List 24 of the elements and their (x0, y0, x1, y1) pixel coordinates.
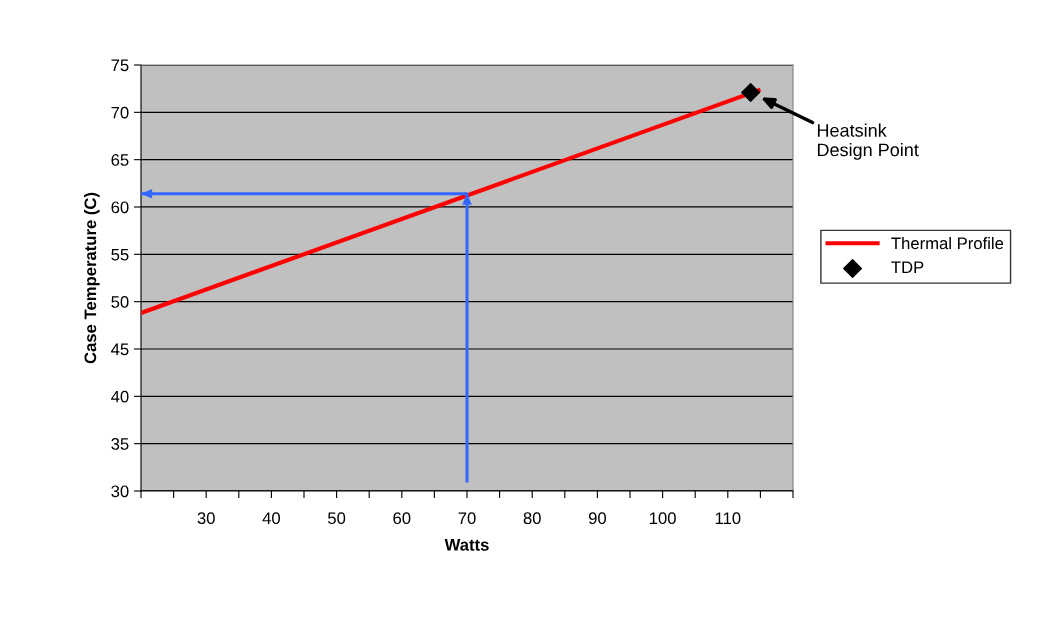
y-tick-label: 65 (111, 154, 129, 166)
y-tick-label: 35 (111, 438, 129, 450)
y-tick-label: 60 (111, 201, 129, 214)
x-axis-title: Watts (444, 539, 489, 551)
legend-label: TDP (891, 261, 924, 273)
y-tick-label: 45 (111, 343, 129, 356)
legend-label: Thermal Profile (891, 237, 1004, 250)
y-axis-title: Case Temperature (C) (84, 192, 100, 364)
x-tick-label: 70 (458, 512, 476, 525)
y-tick-label: 75 (111, 59, 129, 72)
y-tick-label: 40 (111, 390, 129, 403)
y-tick-label: 50 (111, 296, 129, 308)
x-tick-label: 50 (328, 512, 346, 525)
x-tick-label: 40 (262, 512, 281, 525)
x-tick-label: 30 (197, 512, 215, 525)
x-tick-label: 60 (393, 512, 411, 525)
y-tick-label: 30 (111, 485, 129, 498)
y-tick-label: 70 (111, 106, 129, 119)
x-tick-label: 90 (588, 512, 607, 525)
x-tick-label: 80 (523, 512, 541, 525)
y-tick-label: 55 (111, 248, 129, 261)
x-tick-label: 100 (649, 512, 676, 525)
text: Heatsink Design Point (817, 123, 919, 160)
x-tick-label: 110 (715, 512, 741, 525)
